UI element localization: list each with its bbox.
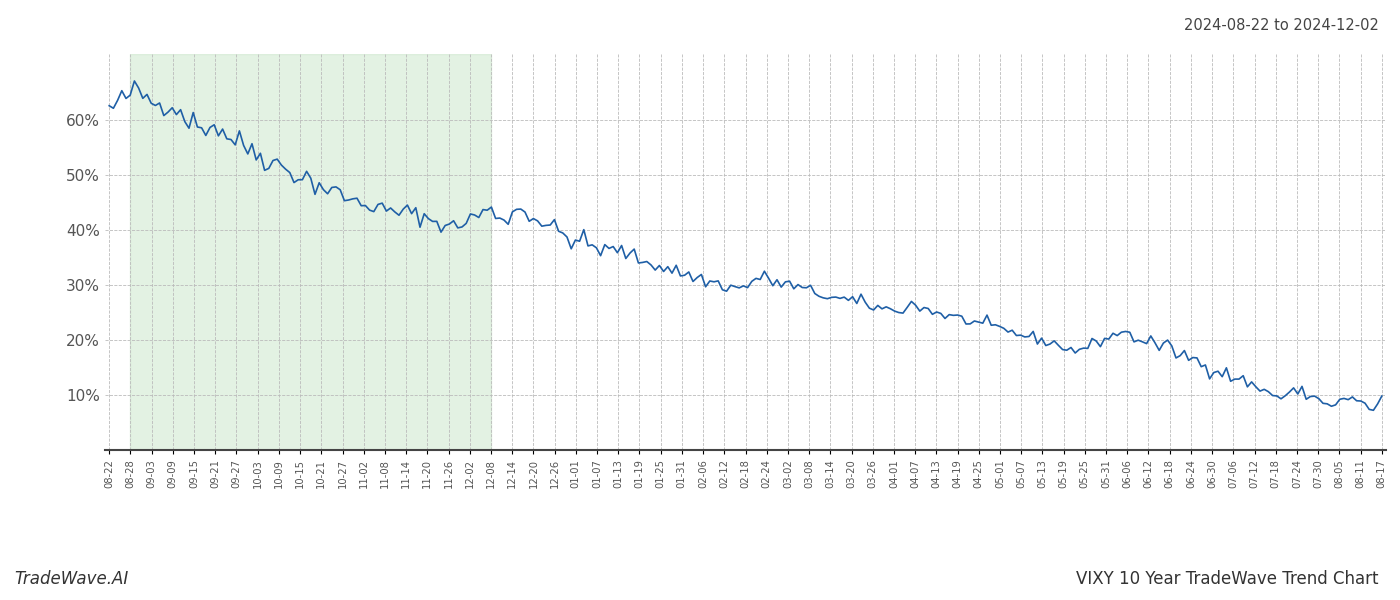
Text: VIXY 10 Year TradeWave Trend Chart: VIXY 10 Year TradeWave Trend Chart (1077, 570, 1379, 588)
Text: TradeWave.AI: TradeWave.AI (14, 570, 129, 588)
Bar (130, 54, 491, 450)
Text: 2024-08-22 to 2024-12-02: 2024-08-22 to 2024-12-02 (1184, 18, 1379, 33)
